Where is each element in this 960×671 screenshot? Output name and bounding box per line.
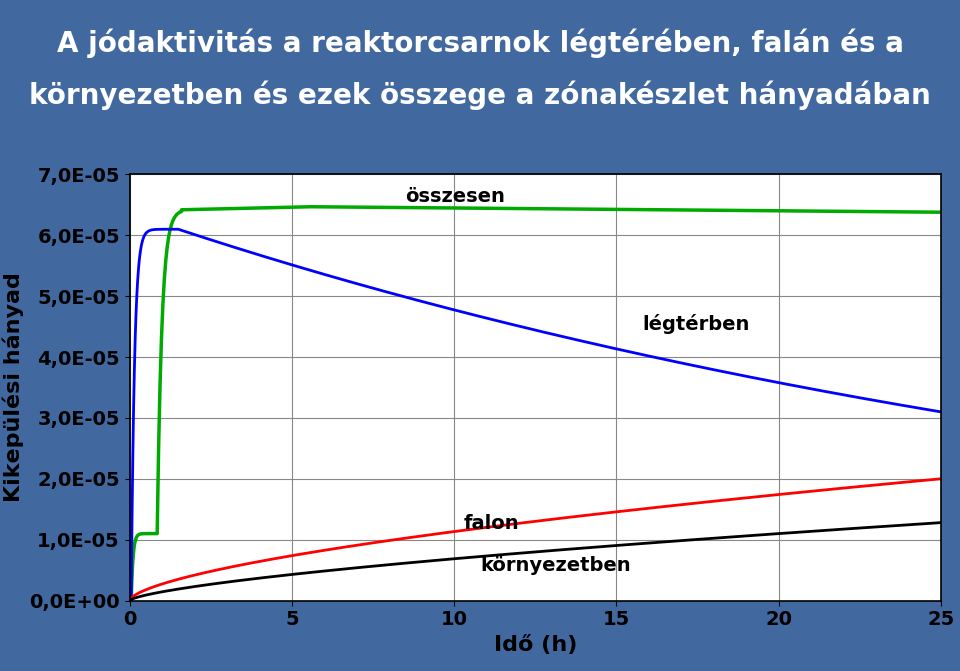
- Text: összesen: összesen: [405, 187, 505, 206]
- Text: környezetben és ezek összege a zónakészlet hányadában: környezetben és ezek összege a zónakészl…: [29, 81, 931, 110]
- Text: környezetben: környezetben: [480, 556, 631, 575]
- Y-axis label: Kikерülési hányad: Kikерülési hányad: [2, 272, 24, 503]
- X-axis label: Idő (h): Idő (h): [493, 635, 577, 655]
- Text: falon: falon: [464, 514, 519, 533]
- Text: légtérben: légtérben: [642, 313, 750, 333]
- Text: A jódaktivitás a reaktorcsarnok légtérében, falán és a: A jódaktivitás a reaktorcsarnok légtéréb…: [57, 29, 903, 58]
